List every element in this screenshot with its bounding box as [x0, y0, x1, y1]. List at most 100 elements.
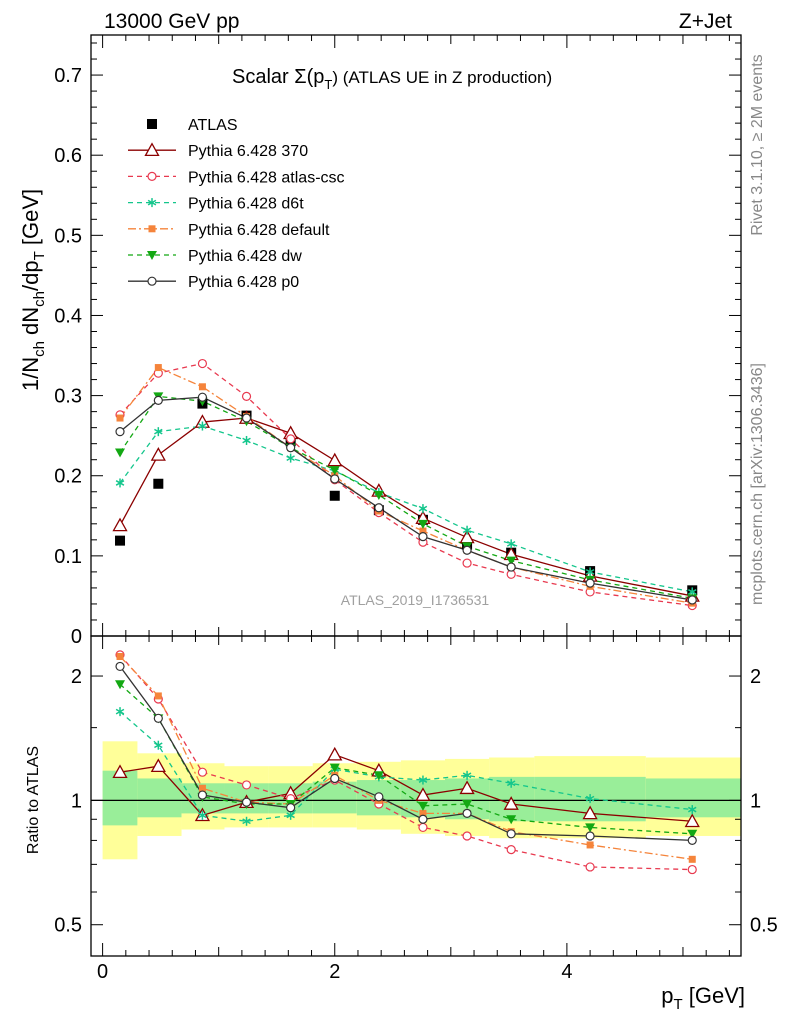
legend-label: Pythia 6.428 atlas-csc [188, 169, 345, 186]
star-stroke [286, 812, 295, 819]
data-point-s6-11 [687, 595, 697, 605]
star-stroke [286, 455, 295, 462]
data-point-s6-4 [286, 443, 296, 453]
star-stroke [687, 806, 697, 813]
ratio-point-s4-11 [687, 829, 698, 839]
legend-label: Pythia 6.428 dw [188, 248, 302, 265]
ratio-y-tick-label: 1 [71, 790, 82, 812]
legend-entry-5: Pythia 6.428 dw [128, 248, 302, 265]
star-stroke [115, 480, 125, 486]
ratio-point-s2-7 [418, 775, 428, 785]
ratio-point-s0-0 [112, 764, 128, 779]
data-point-s4-0 [116, 414, 124, 422]
data-point-s3-1 [154, 427, 163, 437]
ratio-point-s0-8 [459, 780, 475, 795]
legend-label: Pythia 6.428 370 [188, 143, 308, 160]
legend-label: Pythia 6.428 p0 [188, 274, 299, 291]
ratio-point-s0-10 [582, 805, 598, 820]
main-y-tick-label: 0 [71, 626, 82, 648]
star-stroke [585, 795, 595, 802]
star-stroke [585, 568, 595, 575]
data-point-s1-5 [327, 452, 343, 467]
legend-label: ATLAS [188, 117, 238, 134]
data-point-s3-9 [506, 539, 516, 549]
ratio-line-0 [119, 753, 693, 822]
ratio-point-s4-5 [329, 763, 340, 773]
ratio-point-s5-3 [241, 797, 252, 807]
ratio-point-s1-7 [418, 822, 428, 833]
ratio-point-s5-10 [585, 831, 595, 841]
ratio-point-s0-9 [503, 796, 519, 810]
legend-entry-0: ATLAS [147, 117, 238, 134]
ratio-y-tick-label: 2 [71, 666, 82, 688]
stat-band-1 [137, 778, 182, 818]
ratio-y-tick-label-right: 2 [750, 666, 761, 688]
data-point-s2-2 [197, 358, 208, 369]
ratio-point-s2-10 [585, 794, 595, 804]
series-line-6 [119, 396, 693, 601]
ratio-point-s4-6 [373, 771, 384, 781]
data-point-s0-1 [153, 478, 164, 489]
ratio-y-tick-label-right: 1 [750, 790, 761, 812]
star-stroke [154, 428, 163, 435]
data-point-s6-7 [418, 532, 428, 542]
data-point-s5-0 [115, 448, 126, 458]
series-markers [112, 358, 700, 875]
legend-marker [147, 119, 157, 129]
data-point-s2-8 [462, 558, 472, 568]
ratio-point-s2-8 [462, 770, 472, 780]
ratio-point-s2-3 [242, 816, 251, 826]
legend-entry-6: Pythia 6.428 p0 [128, 274, 299, 291]
star-stroke [462, 772, 472, 779]
ratio-line-2 [119, 711, 693, 822]
data-point-s3-0 [115, 478, 125, 488]
data-point-s6-9 [506, 562, 516, 572]
ratio-point-s5-4 [286, 803, 296, 813]
legend-marker [144, 142, 160, 157]
ratio-point-s5-5 [330, 773, 340, 784]
data-point-s3-8 [462, 525, 472, 535]
data-point-s2-3 [241, 391, 252, 402]
ratio-line-5 [119, 666, 693, 842]
ratio-y-tick-label-right: 0.5 [750, 915, 778, 937]
legend-entry-2: Pythia 6.428 atlas-csc [128, 169, 345, 186]
ratio-point-s5-0 [115, 661, 125, 672]
data-point-s5-7 [417, 519, 428, 529]
ratio-point-s0-11 [684, 813, 700, 828]
star-stroke [687, 589, 697, 595]
data-point-s3-3 [242, 435, 251, 445]
star-stroke [198, 423, 207, 429]
ratio-point-s2-2 [198, 810, 207, 820]
ratio-point-s2-9 [506, 778, 516, 788]
ratio-point-s1-10 [585, 862, 595, 872]
ratio-point-s5-11 [687, 835, 697, 846]
data-point-s4-7 [419, 527, 427, 535]
ratio-line-4 [119, 683, 693, 835]
legend-marker [147, 276, 157, 286]
data-point-s6-6 [374, 503, 384, 513]
main-y-tick-label: 0.5 [54, 225, 82, 247]
data-point-s1-1 [150, 447, 166, 461]
header-right: Z+Jet [679, 10, 732, 33]
ratio-point-s2-1 [154, 740, 163, 750]
ratio-point-s3-0 [116, 653, 124, 661]
star-stroke [147, 199, 157, 206]
ratio-point-s0-1 [150, 758, 166, 773]
ratio-point-s2-0 [115, 707, 125, 717]
ratio-point-s2-4 [286, 810, 295, 820]
svg-text:1/Nch dNch/dpT [GeV]: 1/Nch dNch/dpT [GeV] [18, 189, 48, 391]
ratio-point-s5-2 [197, 790, 208, 800]
ratio-point-s5-6 [374, 792, 384, 802]
data-point-s6-5 [330, 474, 340, 484]
data-point-s3-7 [418, 504, 428, 514]
data-point-s4-2 [198, 383, 206, 391]
x-tick-label: 2 [329, 961, 340, 983]
star-stroke [154, 742, 163, 749]
ratio-point-s1-9 [506, 845, 516, 855]
stat-band-0 [102, 770, 138, 826]
star-stroke [198, 812, 207, 819]
data-point-s5-6 [373, 490, 384, 500]
ratio-point-s1-2 [197, 767, 208, 777]
x-tick-label: 0 [97, 961, 108, 983]
stat-band-5 [312, 781, 357, 814]
